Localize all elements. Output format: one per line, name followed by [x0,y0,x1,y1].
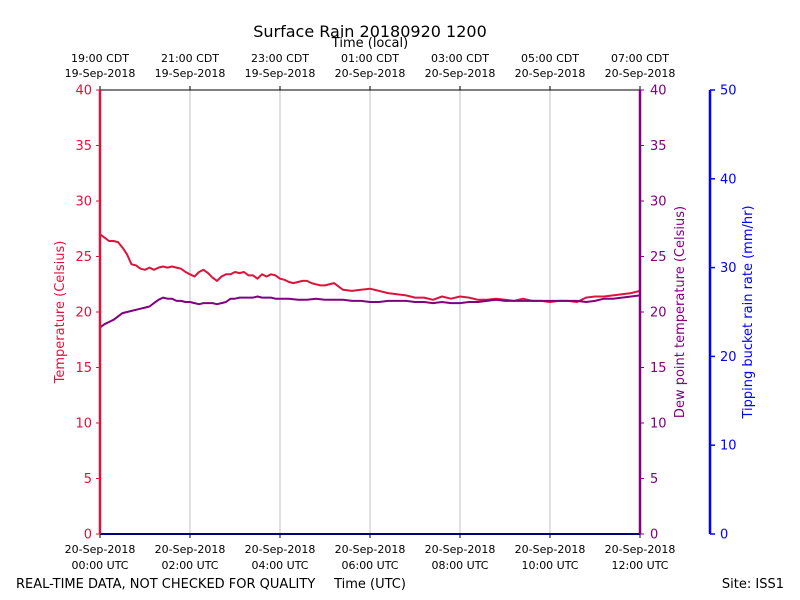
top-tick-label-date: 20-Sep-2018 [425,67,496,80]
chart-title: Surface Rain 20180920 1200 [253,22,487,41]
x-tick-label-date: 20-Sep-2018 [65,543,136,556]
top-tick-label-date: 20-Sep-2018 [605,67,676,80]
dewpoint-tick-label: 25 [650,250,667,265]
x-tick-label-time: 08:00 UTC [431,559,488,572]
x-tick-label-date: 20-Sep-2018 [425,543,496,556]
top-tick-label-date: 19-Sep-2018 [155,67,226,80]
top-tick-label-time: 05:00 CDT [521,52,579,65]
top-tick-label-date: 20-Sep-2018 [335,67,406,80]
rain-tick-label: 20 [720,350,737,365]
dewpoint-tick-label: 10 [650,417,667,432]
top-tick-label-time: 03:00 CDT [431,52,489,65]
dewpoint-tick-label: 5 [650,472,658,487]
rain-tick-label: 50 [720,84,737,99]
footer-left: REAL-TIME DATA, NOT CHECKED FOR QUALITY [16,577,315,592]
x-tick-label-time: 06:00 UTC [341,559,398,572]
dewpoint-tick-label: 35 [650,139,667,154]
temperature-tick-label: 35 [75,139,92,154]
dewpoint-axis-label: Dew point temperature (Celsius) [673,206,688,418]
temperature-tick-label: 20 [75,306,92,321]
top-axis-label: Time (local) [331,36,408,51]
x-tick-label-time: 10:00 UTC [521,559,578,572]
x-tick-label-date: 20-Sep-2018 [515,543,586,556]
x-tick-label-time: 02:00 UTC [161,559,218,572]
x-tick-label-date: 20-Sep-2018 [605,543,676,556]
top-tick-label-date: 19-Sep-2018 [245,67,316,80]
rain-tick-label: 40 [720,172,737,187]
top-tick-label-time: 01:00 CDT [341,52,399,65]
temperature-tick-label: 25 [75,250,92,265]
temperature-tick-label: 10 [75,417,92,432]
x-tick-label-time: 12:00 UTC [611,559,668,572]
dewpoint-tick-label: 40 [650,84,667,99]
x-tick-label-date: 20-Sep-2018 [245,543,316,556]
x-tick-label-date: 20-Sep-2018 [155,543,226,556]
rain-tick-label: 0 [720,528,728,543]
axes-layer [98,89,712,535]
dewpoint-tick-label: 0 [650,528,658,543]
temperature-tick-label: 5 [84,472,92,487]
x-tick-label-time: 04:00 UTC [251,559,308,572]
temperature-tick-label: 15 [75,361,92,376]
dewpoint-line [99,294,641,329]
temperature-tick-label: 40 [75,84,92,99]
top-tick-label-time: 21:00 CDT [161,52,219,65]
top-tick-label-time: 23:00 CDT [251,52,309,65]
top-tick-label-date: 19-Sep-2018 [65,67,136,80]
x-tick-label-time: 00:00 UTC [71,559,128,572]
rain-tick-label: 30 [720,261,737,276]
rain-tick-label: 10 [720,439,737,454]
dewpoint-tick-label: 20 [650,306,667,321]
footer-right: Site: ISS1 [722,577,784,592]
rain-axis-label: Tipping bucket rain rate (mm/hr) [741,205,756,419]
temperature-axis-label: Temperature (Celsius) [53,241,68,385]
dewpoint-tick-label: 15 [650,361,667,376]
x-axis-label: Time (UTC) [333,577,406,592]
x-tick-label-date: 20-Sep-2018 [335,543,406,556]
top-tick-label-time: 07:00 CDT [611,52,669,65]
temperature-tick-label: 30 [75,195,92,210]
top-tick-label-date: 20-Sep-2018 [515,67,586,80]
dewpoint-tick-label: 30 [650,195,667,210]
temperature-tick-label: 0 [84,528,92,543]
ticks-layer: 20-Sep-2018 00:00 UTC 19:00 CDT 19-Sep-2018… [65,52,737,572]
top-tick-label-time: 19:00 CDT [71,52,129,65]
grid-layer [189,90,551,534]
